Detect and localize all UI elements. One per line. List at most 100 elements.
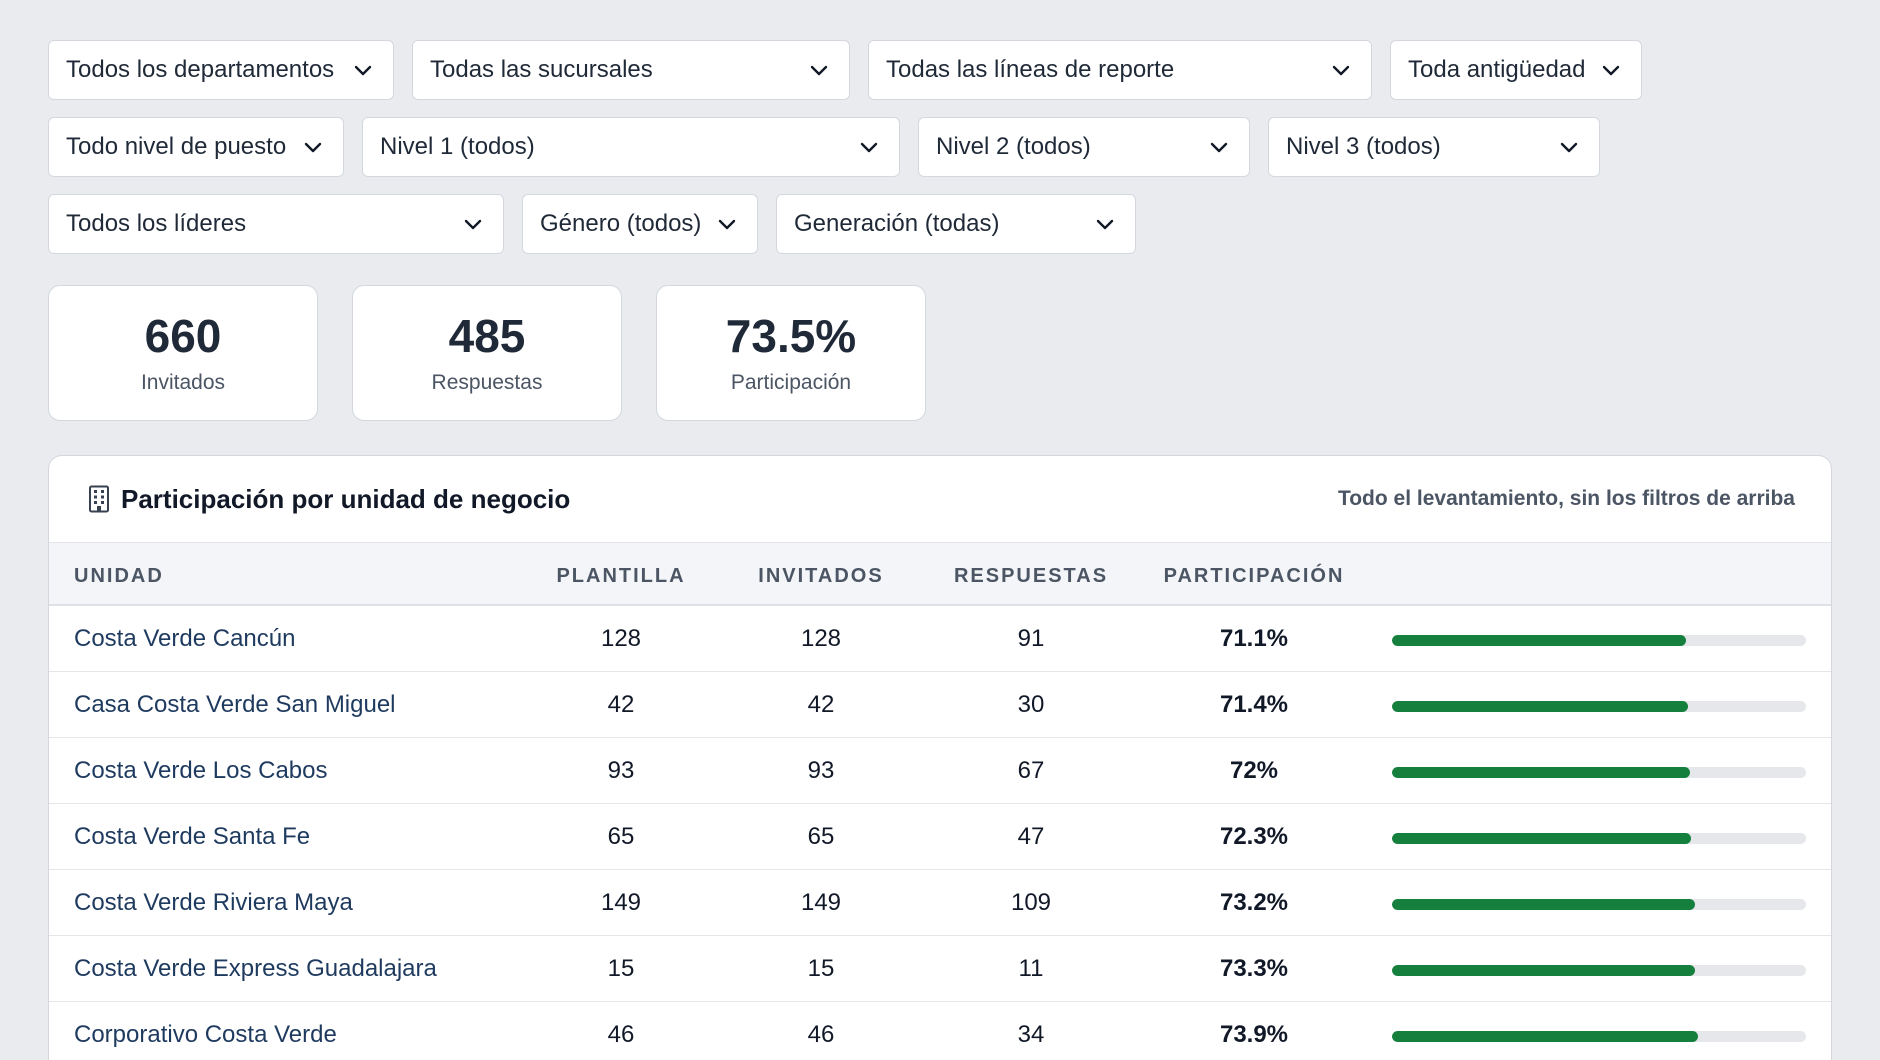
filter-label: Todo nivel de puesto [66, 133, 287, 160]
chevron-down-icon [1557, 135, 1581, 159]
panel-header: Participación por unidad de negocio Todo… [49, 456, 1831, 542]
cell-unit[interactable]: Costa Verde Express Guadalajara [74, 955, 437, 982]
cell-participation: 71.1% [1219, 625, 1289, 652]
column-header-invited[interactable]: INVITADOS [758, 565, 884, 587]
cell-responses: 109 [1010, 889, 1052, 916]
panel-title-text: Participación por unidad de negocio [121, 483, 571, 514]
table-row[interactable]: Costa Verde Santa Fe 65 65 47 72.3% [49, 804, 1831, 870]
cell-unit[interactable]: Costa Verde Santa Fe [74, 823, 311, 850]
kpi-cards: 660 Invitados 485 Respuestas 73.5% Participac… [48, 285, 926, 421]
cell-responses: 91 [1017, 625, 1045, 652]
filter-row-2: Todo nivel de puesto Nivel 1 (todos) Nivel… [48, 117, 1648, 177]
filter-label: Nivel 3 (todos) [1286, 133, 1441, 160]
chevron-down-icon [715, 212, 739, 236]
cell-headcount: 46 [607, 1021, 635, 1048]
cell-participation: 72% [1229, 757, 1279, 784]
filter-dropdown[interactable]: Generación (todas) [776, 194, 1136, 254]
chevron-down-icon [461, 212, 485, 236]
kpi-value: 485 [448, 309, 526, 362]
participation-bar [1392, 833, 1806, 844]
cell-invited: 93 [807, 757, 835, 784]
participation-bar [1392, 635, 1806, 646]
cell-invited: 149 [800, 889, 842, 916]
cell-unit[interactable]: Casa Costa Verde San Miguel [74, 691, 396, 718]
participation-bar [1392, 1031, 1806, 1042]
filter-dropdown[interactable]: Todos los departamentos [48, 40, 394, 100]
participation-bar-fill [1392, 965, 1696, 976]
cell-unit[interactable]: Costa Verde Cancún [74, 625, 296, 652]
cell-responses: 30 [1017, 691, 1045, 718]
cell-responses: 67 [1017, 757, 1045, 784]
filter-label: Todos los líderes [66, 210, 247, 237]
filter-dropdown[interactable]: Todas las líneas de reporte [868, 40, 1372, 100]
filter-label: Todas las sucursales [430, 56, 653, 83]
table-row[interactable]: Costa Verde Riviera Maya 149 149 109 73.2% [49, 870, 1831, 936]
filter-dropdown[interactable]: Todos los líderes [48, 194, 504, 254]
cell-headcount: 65 [607, 823, 635, 850]
chevron-down-icon [1207, 135, 1231, 159]
participation-bar-fill [1392, 899, 1696, 910]
table-row[interactable]: Costa Verde Cancún 128 128 91 71.1% [49, 606, 1831, 672]
column-header-responses[interactable]: RESPUESTAS [953, 565, 1109, 587]
table-row[interactable]: Corporativo Costa Verde 46 46 34 73.9% [49, 1002, 1831, 1060]
filter-dropdown[interactable]: Género (todos) [522, 194, 758, 254]
table-row[interactable]: Costa Verde Express Guadalajara 15 15 11 73.… [49, 936, 1831, 1002]
chevron-down-icon [351, 58, 375, 82]
cell-participation: 73.2% [1219, 889, 1289, 916]
cell-participation: 72.3% [1219, 823, 1289, 850]
cell-unit[interactable]: Costa Verde Los Cabos [74, 757, 328, 784]
cell-participation: 71.4% [1219, 691, 1289, 718]
table-body: Costa Verde Cancún 128 128 91 71.1% Casa Cost… [49, 606, 1831, 1060]
cell-invited: 46 [807, 1021, 835, 1048]
column-header-headcount[interactable]: PLANTILLA [556, 565, 686, 587]
cell-participation: 73.3% [1219, 955, 1289, 982]
panel-note: Todo el levantamiento, sin los filtros d… [1337, 487, 1795, 510]
filter-label: Todas las líneas de reporte [886, 56, 1175, 83]
building-icon [87, 485, 111, 513]
filter-row-3: Todos los líderes Género (todos) Generació… [48, 194, 1648, 254]
cell-responses: 11 [1018, 955, 1044, 982]
participation-bar [1392, 701, 1806, 712]
filter-dropdown[interactable]: Toda antigüedad [1390, 40, 1642, 100]
cell-headcount: 42 [607, 691, 635, 718]
participation-bar-fill [1392, 635, 1687, 646]
cell-invited: 65 [807, 823, 835, 850]
kpi-card: 660 Invitados [48, 285, 318, 421]
cell-invited: 128 [800, 625, 842, 652]
cell-headcount: 15 [607, 955, 635, 982]
filter-dropdown[interactable]: Todas las sucursales [412, 40, 850, 100]
filter-label: Generación (todas) [794, 210, 1000, 237]
chevron-down-icon [301, 135, 325, 159]
participation-bar-fill [1392, 767, 1691, 778]
filter-dropdown[interactable]: Nivel 3 (todos) [1268, 117, 1600, 177]
participation-bar-fill [1392, 701, 1688, 712]
cell-unit[interactable]: Corporativo Costa Verde [74, 1021, 337, 1048]
filter-row-1: Todos los departamentos Todas las sucursa… [48, 40, 1648, 100]
panel-title: Participación por unidad de negocio [87, 484, 570, 515]
kpi-value: 73.5% [725, 309, 857, 362]
chevron-down-icon [857, 135, 881, 159]
column-header-unit[interactable]: UNIDAD [74, 565, 164, 587]
cell-headcount: 93 [607, 757, 635, 784]
chevron-down-icon [1599, 58, 1623, 82]
kpi-card: 485 Respuestas [352, 285, 622, 421]
chevron-down-icon [807, 58, 831, 82]
cell-invited: 15 [807, 955, 835, 982]
kpi-label: Invitados [140, 371, 226, 395]
participation-panel: Participación por unidad de negocio Todo… [48, 455, 1832, 1060]
cell-headcount: 128 [600, 625, 642, 652]
filter-bar: Todos los departamentos Todas las sucursa… [48, 40, 1648, 271]
cell-invited: 42 [807, 691, 835, 718]
filter-dropdown[interactable]: Todo nivel de puesto [48, 117, 344, 177]
filter-dropdown[interactable]: Nivel 1 (todos) [362, 117, 900, 177]
filter-label: Género (todos) [540, 210, 702, 237]
cell-unit[interactable]: Costa Verde Riviera Maya [74, 889, 353, 916]
filter-dropdown[interactable]: Nivel 2 (todos) [918, 117, 1250, 177]
cell-responses: 47 [1017, 823, 1045, 850]
table-row[interactable]: Costa Verde Los Cabos 93 93 67 72% [49, 738, 1831, 804]
cell-participation: 73.9% [1219, 1021, 1289, 1048]
table-row[interactable]: Casa Costa Verde San Miguel 42 42 30 71.4% [49, 672, 1831, 738]
column-header-participation[interactable]: PARTICIPACIÓN [1163, 565, 1345, 587]
kpi-card: 73.5% Participación [656, 285, 926, 421]
chevron-down-icon [1093, 212, 1117, 236]
